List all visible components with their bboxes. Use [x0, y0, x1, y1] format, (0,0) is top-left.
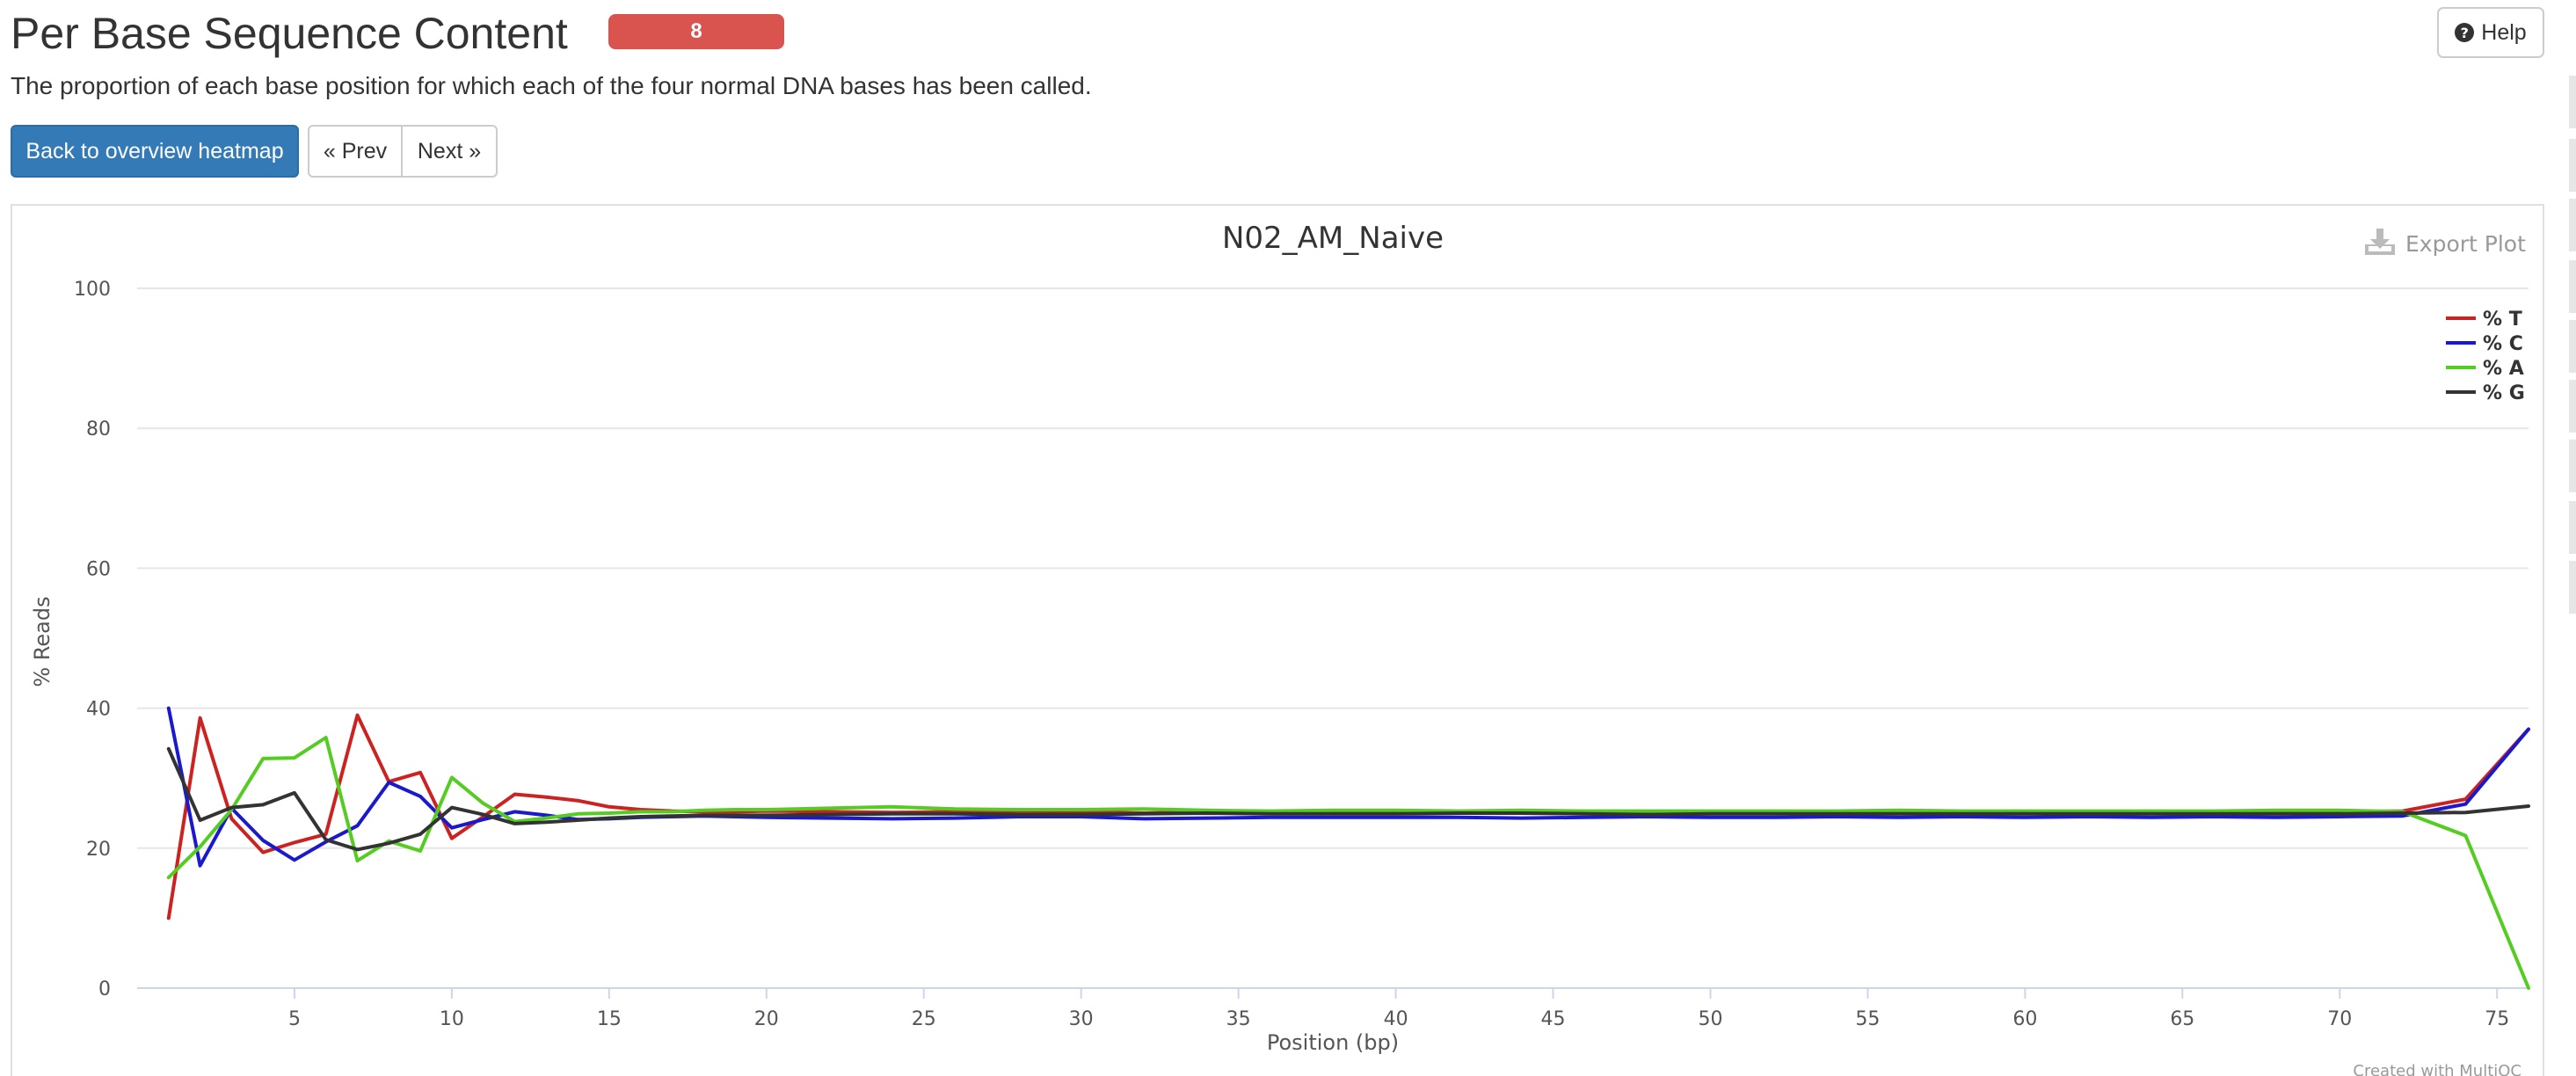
scroll-marker: [2569, 139, 2576, 192]
gridlines: [137, 287, 2529, 989]
prev-next-button-group: « Prev Next »: [308, 125, 498, 178]
prev-button[interactable]: « Prev: [308, 125, 403, 178]
series-line[interactable]: [166, 746, 2530, 852]
scroll-marker: [2569, 501, 2576, 554]
x-axis-label: Position (bp): [1267, 1030, 1399, 1055]
status-badge: 8: [608, 14, 784, 49]
side-scroll-markers: [2569, 0, 2576, 1076]
y-tick-label: 0: [98, 978, 111, 1000]
legend-item[interactable]: % A: [2483, 358, 2524, 380]
download-icon: [2365, 229, 2395, 255]
x-tick-label: 10: [440, 1008, 464, 1030]
x-tick-label: 25: [912, 1008, 936, 1030]
scroll-marker: [2569, 320, 2576, 373]
legend-item[interactable]: % C: [2483, 333, 2523, 355]
x-tick-label: 40: [1384, 1008, 1408, 1030]
next-button[interactable]: Next »: [401, 125, 498, 178]
x-tick-label: 60: [2012, 1008, 2037, 1030]
scroll-marker: [2569, 380, 2576, 433]
scroll-marker: [2569, 260, 2576, 313]
scroll-marker: [2569, 440, 2576, 492]
help-button[interactable]: ? Help: [2437, 7, 2544, 58]
scroll-marker: [2569, 199, 2576, 251]
x-tick-label: 65: [2170, 1008, 2194, 1030]
legend-item[interactable]: % G: [2483, 382, 2525, 404]
help-button-label: Help: [2481, 19, 2527, 45]
back-to-heatmap-button[interactable]: Back to overview heatmap: [11, 125, 299, 178]
series-lines: [166, 706, 2530, 990]
credit-text: Created with MultiQC: [2353, 1062, 2521, 1076]
page-title: Per Base Sequence Content: [11, 9, 568, 58]
x-tick-label: 35: [1226, 1008, 1251, 1030]
y-axis-label: % Reads: [30, 596, 55, 687]
legend-item[interactable]: % T: [2483, 309, 2522, 331]
export-plot-label: Export Plot: [2405, 231, 2526, 257]
chart-title: N02_AM_Naive: [1222, 221, 1444, 256]
scroll-marker: [2569, 76, 2576, 128]
plot-panel: 0 20 40 60 80 100 5 10 15 20 25 30 35 40 45 50 55 60 65 70 7…: [11, 204, 2544, 1076]
x-tick-label: 15: [597, 1008, 622, 1030]
x-tick-label: 55: [1855, 1008, 1880, 1030]
x-tick-label: 45: [1541, 1008, 1566, 1030]
y-tick-label: 60: [86, 558, 111, 580]
line-chart: 0 20 40 60 80 100 5 10 15 20 25 30 35 40 45 50 55 60 65 70 7…: [30, 221, 2530, 1076]
series-line[interactable]: [166, 706, 2530, 868]
x-tick-label: 75: [2485, 1008, 2509, 1030]
question-circle-icon: ?: [2455, 23, 2475, 42]
x-tick-label: 30: [1069, 1008, 1094, 1030]
x-tick-label: 50: [1698, 1008, 1722, 1030]
section-description: The proportion of each base position for…: [11, 72, 1092, 99]
y-tick-label: 40: [86, 699, 111, 721]
export-plot-button[interactable]: Export Plot: [2365, 229, 2526, 257]
x-tick-label: 20: [754, 1008, 779, 1030]
y-tick-label: 100: [74, 279, 111, 301]
y-tick-label: 80: [86, 418, 111, 440]
axes: 0 20 40 60 80 100 5 10 15 20 25 30 35 40 45 50 55 60 65 70 7…: [74, 279, 2529, 1030]
x-tick-label: 5: [288, 1008, 301, 1030]
series-line[interactable]: [166, 736, 2530, 990]
legend: % T% C % A% G: [2446, 309, 2525, 404]
y-tick-label: 20: [86, 839, 111, 861]
x-tick-label: 70: [2327, 1008, 2352, 1030]
scroll-marker: [2569, 561, 2576, 614]
